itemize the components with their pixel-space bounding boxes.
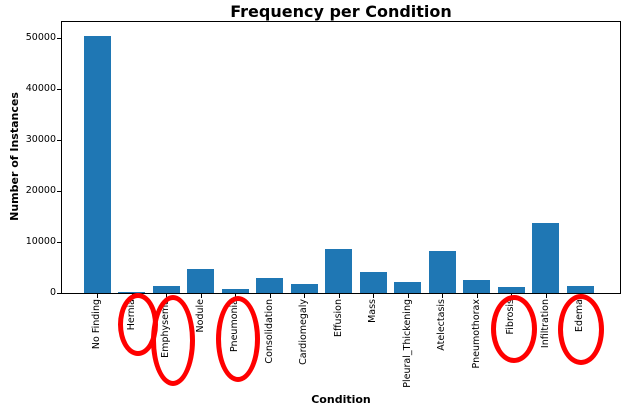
bar-hernia [118,292,145,293]
x-tick [269,294,271,298]
bar-consolidation [256,278,283,293]
bar-nodule [187,269,214,293]
plot-area [57,21,621,298]
y-tick-label: 20000 [25,185,56,197]
annotation-ellipse-edema [558,294,604,365]
annotation-ellipse-fibrosis [491,295,537,363]
x-tick [545,294,547,298]
x-tick-label-pleural-thickening: Pleural_Thickening [401,299,413,388]
x-tick-label-infiltration: Infiltration [539,299,551,349]
x-tick-label-consolidation: Consolidation [263,299,275,364]
y-tick [57,293,61,294]
annotation-ellipse-emphysema [151,295,195,386]
bar-pneumothorax [463,280,490,293]
bar-no-finding [83,36,111,293]
bar-pneumonia [221,289,249,293]
x-tick-label-no-finding: No Finding [91,299,102,350]
annotation-ellipse-pneumonia [216,296,260,382]
y-tick [57,191,61,193]
x-tick [373,294,374,298]
x-axis-label: Condition [311,393,371,406]
x-tick-label-effusion: Effusion [332,299,344,337]
bar-mass [359,272,387,293]
y-tick [57,38,61,40]
y-tick [57,89,61,91]
y-tick-label: 40000 [25,83,56,95]
x-tick [476,294,478,298]
y-axis-label: Number of Instances [7,92,21,221]
bar-atelectasis [428,251,456,293]
y-tick-label: 0 [49,287,56,298]
chart-title: Frequency per Condition [230,2,452,21]
bar-effusion [325,249,352,293]
x-tick-label-mass: Mass [367,299,378,323]
x-tick-label-atelectasis: Atelectasis [436,299,447,351]
x-tick [304,294,305,298]
x-tick-label-pneumothorax: Pneumothorax [470,299,482,369]
bar-fibrosis [497,287,525,293]
bar-infiltration [532,223,559,293]
y-tick-label: 10000 [25,236,56,248]
x-tick-label-nodule: Nodule [194,299,206,333]
bar-edema [566,286,594,293]
y-tick [57,140,61,142]
x-tick [97,294,98,298]
x-tick [338,294,340,298]
x-tick [407,294,409,298]
bar-cardiomegaly [290,284,318,293]
bar-pleural-thickening [394,282,421,293]
y-tick-label: 30000 [25,134,56,146]
x-tick [200,294,202,298]
y-tick-label: 50000 [25,32,56,44]
bar-emphysema [152,286,180,293]
x-tick [442,294,443,298]
x-tick-label-cardiomegaly: Cardiomegaly [298,299,309,365]
y-tick [57,242,61,244]
y-axis-label-wrap: Number of Instances [2,21,26,292]
